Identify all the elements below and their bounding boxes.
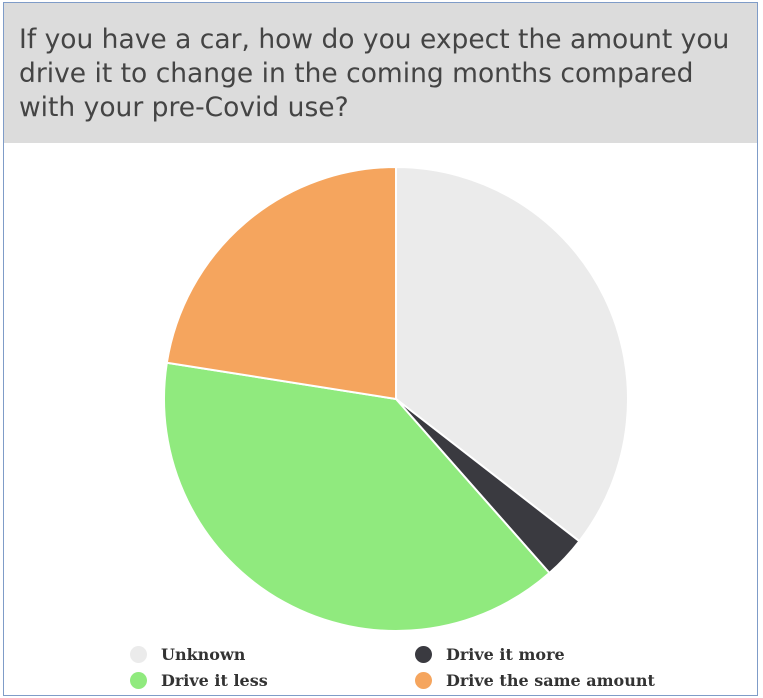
question-title: If you have a car, how do you expect the…	[19, 24, 730, 123]
legend-dot-drive-the-same-amount	[415, 671, 432, 689]
pie-chart	[163, 166, 629, 632]
legend-dot-unknown	[130, 645, 147, 663]
legend-item-unknown[interactable]: Unknown	[130, 643, 245, 665]
legend-label-drive-it-more: Drive it more	[446, 644, 565, 664]
legend-label-drive-it-less: Drive it less	[161, 670, 268, 690]
legend-item-drive-it-more[interactable]: Drive it more	[415, 643, 565, 665]
legend-item-drive-it-less[interactable]: Drive it less	[130, 669, 268, 691]
legend-dot-drive-it-more	[415, 645, 432, 663]
legend-label-drive-the-same-amount: Drive the same amount	[446, 670, 655, 690]
question-header: If you have a car, how do you expect the…	[4, 3, 757, 143]
legend: Unknown Drive it more Drive it less Driv…	[4, 635, 757, 695]
legend-label-unknown: Unknown	[161, 644, 246, 664]
legend-dot-drive-it-less	[130, 671, 147, 689]
pie-slices	[163, 166, 629, 632]
pie-slice-drive-the-same-amount[interactable]	[165, 166, 397, 400]
poll-card: If you have a car, how do you expect the…	[3, 2, 758, 696]
pie-slice-drive-it-less[interactable]	[163, 361, 551, 632]
pie-slice-unknown[interactable]	[395, 166, 629, 543]
legend-item-drive-the-same-amount[interactable]: Drive the same amount	[415, 669, 655, 691]
